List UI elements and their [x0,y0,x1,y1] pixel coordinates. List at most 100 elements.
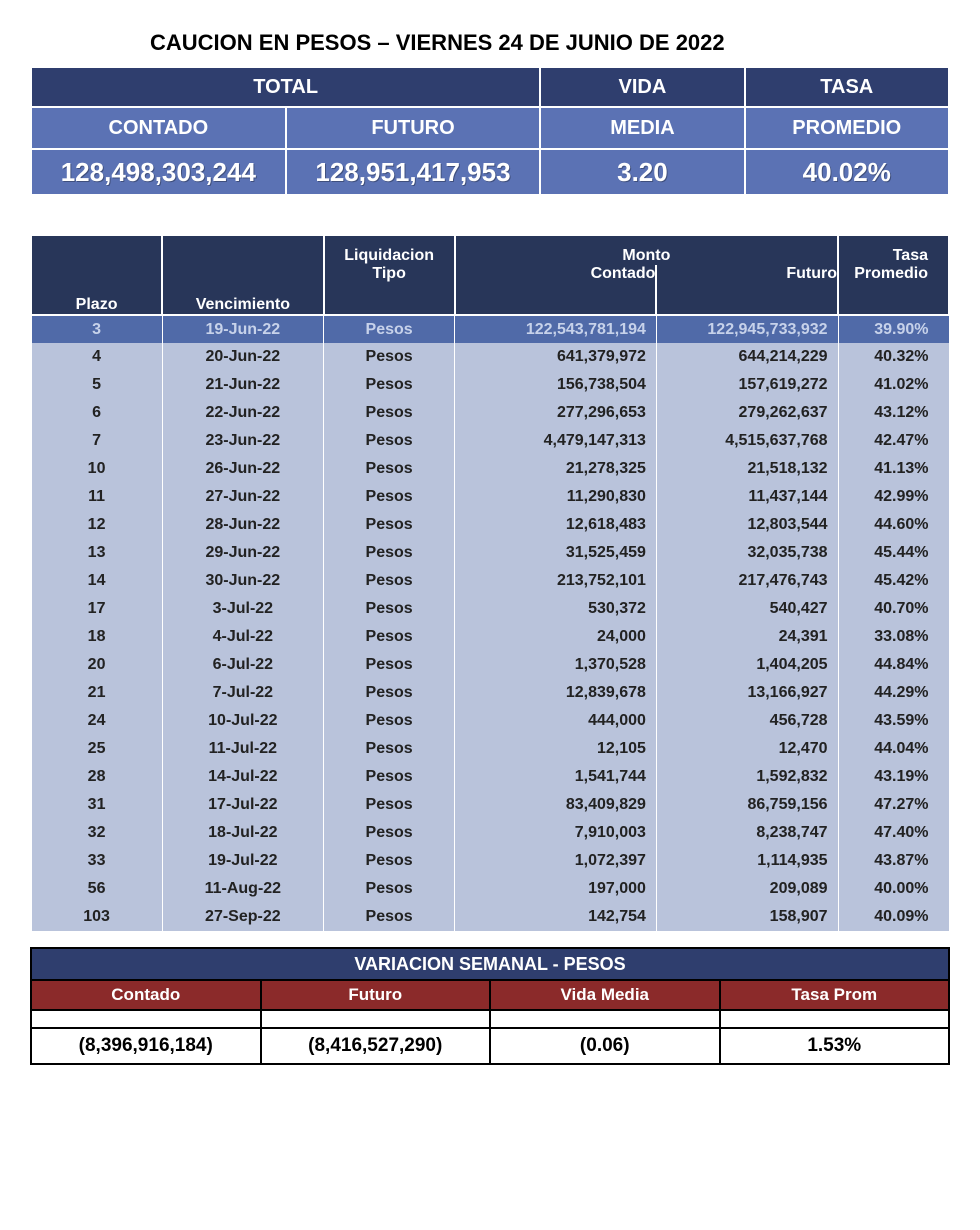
col-promedio-header: Promedio [838,265,949,315]
cell-tasa: 47.27% [838,791,949,819]
col-plazo-header: Plazo [31,235,162,315]
cell-vencimiento: 27-Sep-22 [162,903,323,931]
col-tipo-header: Tipo [324,265,455,315]
cell-futuro: 456,728 [656,707,838,735]
cell-tipo: Pesos [324,539,455,567]
cell-futuro: 13,166,927 [656,679,838,707]
cell-plazo: 4 [31,343,162,371]
cell-tipo: Pesos [324,679,455,707]
table-row: 723-Jun-22Pesos4,479,147,3134,515,637,76… [31,427,949,455]
cell-plazo: 33 [31,847,162,875]
page-title: CAUCION EN PESOS – VIERNES 24 DE JUNIO D… [30,30,950,56]
summary-promedio-value: 40.02% [745,149,949,195]
cell-futuro: 209,089 [656,875,838,903]
cell-tasa: 44.29% [838,679,949,707]
cell-tasa: 42.99% [838,483,949,511]
cell-futuro: 11,437,144 [656,483,838,511]
cell-tasa: 40.32% [838,343,949,371]
detail-table: Plazo Vencimiento Liquidacion Monto Tasa… [30,234,950,931]
variacion-contado-value: (8,396,916,184) [31,1028,261,1064]
cell-futuro: 21,518,132 [656,455,838,483]
col-tasa-header: Tasa [838,235,949,265]
cell-tasa: 44.04% [838,735,949,763]
table-row: 622-Jun-22Pesos277,296,653279,262,63743.… [31,399,949,427]
col-monto-header: Monto [455,235,838,265]
summary-total-header: TOTAL [31,67,540,107]
cell-futuro: 32,035,738 [656,539,838,567]
cell-tipo: Pesos [324,595,455,623]
cell-plazo: 14 [31,567,162,595]
cell-tipo: Pesos [324,791,455,819]
table-row: 319-Jun-22Pesos122,543,781,194122,945,73… [31,315,949,343]
cell-vencimiento: 14-Jul-22 [162,763,323,791]
cell-plazo: 103 [31,903,162,931]
cell-futuro: 217,476,743 [656,567,838,595]
variacion-futuro-header: Futuro [261,980,491,1010]
cell-contado: 277,296,653 [455,399,657,427]
cell-tasa: 43.19% [838,763,949,791]
cell-futuro: 1,114,935 [656,847,838,875]
table-row: 2511-Jul-22Pesos12,10512,47044.04% [31,735,949,763]
cell-plazo: 21 [31,679,162,707]
cell-futuro: 12,803,544 [656,511,838,539]
variacion-futuro-value: (8,416,527,290) [261,1028,491,1064]
cell-vencimiento: 10-Jul-22 [162,707,323,735]
variacion-vidamedia-value: (0.06) [490,1028,720,1064]
cell-contado: 7,910,003 [455,819,657,847]
table-row: 420-Jun-22Pesos641,379,972644,214,22940.… [31,343,949,371]
cell-contado: 11,290,830 [455,483,657,511]
table-row: 2410-Jul-22Pesos444,000456,72843.59% [31,707,949,735]
cell-tipo: Pesos [324,371,455,399]
spacer-cell [261,1010,491,1028]
cell-contado: 197,000 [455,875,657,903]
cell-contado: 641,379,972 [455,343,657,371]
cell-plazo: 18 [31,623,162,651]
variacion-tasaprom-value: 1.53% [720,1028,950,1064]
cell-vencimiento: 19-Jul-22 [162,847,323,875]
cell-tasa: 40.00% [838,875,949,903]
cell-vencimiento: 20-Jun-22 [162,343,323,371]
cell-contado: 142,754 [455,903,657,931]
summary-media-value: 3.20 [540,149,744,195]
summary-futuro-header: FUTURO [286,107,541,149]
cell-contado: 31,525,459 [455,539,657,567]
table-row: 206-Jul-22Pesos1,370,5281,404,20544.84% [31,651,949,679]
cell-tipo: Pesos [324,763,455,791]
cell-vencimiento: 7-Jul-22 [162,679,323,707]
cell-contado: 530,372 [455,595,657,623]
cell-futuro: 1,592,832 [656,763,838,791]
summary-contado-header: CONTADO [31,107,286,149]
cell-futuro: 12,470 [656,735,838,763]
cell-tasa: 42.47% [838,427,949,455]
cell-plazo: 7 [31,427,162,455]
cell-futuro: 122,945,733,932 [656,315,838,343]
cell-tasa: 40.09% [838,903,949,931]
variacion-table: VARIACION SEMANAL - PESOS Contado Futuro… [30,947,950,1065]
variacion-tasaprom-header: Tasa Prom [720,980,950,1010]
cell-futuro: 1,404,205 [656,651,838,679]
table-row: 1430-Jun-22Pesos213,752,101217,476,74345… [31,567,949,595]
cell-plazo: 28 [31,763,162,791]
cell-tasa: 43.87% [838,847,949,875]
col-futuro-header: Futuro [656,265,838,315]
cell-plazo: 20 [31,651,162,679]
cell-contado: 12,105 [455,735,657,763]
cell-tipo: Pesos [324,567,455,595]
cell-plazo: 31 [31,791,162,819]
cell-contado: 156,738,504 [455,371,657,399]
summary-contado-value: 128,498,303,244 [31,149,286,195]
summary-tasa-header: TASA [745,67,949,107]
cell-plazo: 10 [31,455,162,483]
cell-futuro: 86,759,156 [656,791,838,819]
cell-tasa: 47.40% [838,819,949,847]
cell-vencimiento: 22-Jun-22 [162,399,323,427]
summary-promedio-header: PROMEDIO [745,107,949,149]
cell-contado: 1,541,744 [455,763,657,791]
col-contado-header: Contado [455,265,657,315]
cell-contado: 83,409,829 [455,791,657,819]
cell-vencimiento: 29-Jun-22 [162,539,323,567]
cell-tasa: 43.59% [838,707,949,735]
summary-vida-header: VIDA [540,67,744,107]
cell-tasa: 45.44% [838,539,949,567]
col-liquidacion-header: Liquidacion [324,235,455,265]
